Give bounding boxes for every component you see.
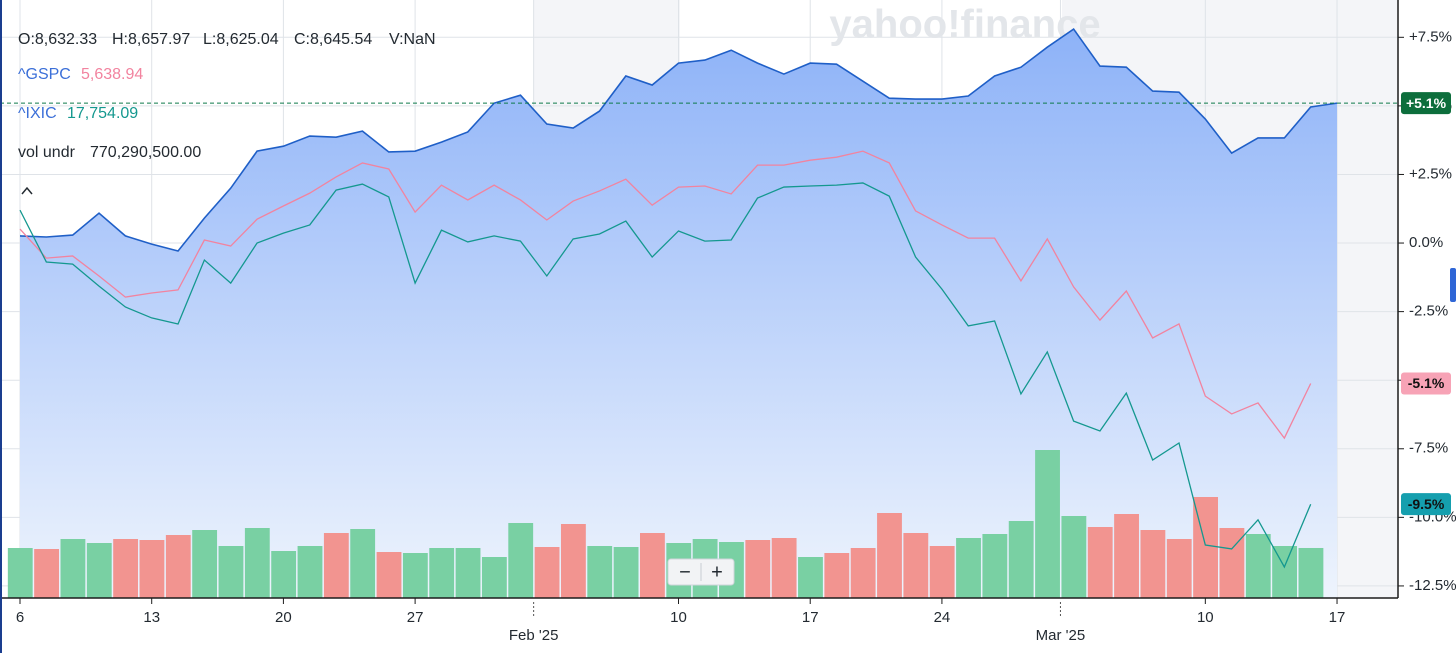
volume-bar: [613, 547, 639, 598]
volume-bar: [1140, 530, 1166, 598]
volume-bar: [271, 551, 297, 598]
legend-name[interactable]: vol undr: [18, 144, 76, 161]
y-tick-label: -12.5%: [1409, 577, 1456, 594]
series-line: [19, 27, 1338, 252]
last-value-tag: [1401, 493, 1451, 516]
volume-bar: [929, 546, 955, 598]
volume-bar: [982, 534, 1008, 598]
y-tick-label: 0.0%: [1409, 234, 1443, 251]
line-layer: [0, 27, 1398, 569]
volume-bar: [455, 548, 481, 598]
volume-bar: [745, 540, 771, 598]
x-tick-label: 6: [16, 609, 24, 626]
volume-bar: [903, 533, 929, 598]
legend-name[interactable]: ^GSPC: [18, 66, 71, 83]
volume-bar: [560, 524, 586, 598]
ohlc-close: C:8,645.54: [294, 31, 372, 48]
volume-bar: [956, 538, 981, 598]
volume-bar: [297, 546, 323, 598]
zoom-control: − +: [667, 558, 735, 586]
x-tick-label: 13: [143, 609, 160, 626]
series-line: [19, 150, 1312, 440]
zoom-in[interactable]: +: [711, 561, 723, 583]
volume-bar: [376, 552, 402, 598]
legend-value: 770,290,500.00: [90, 144, 201, 161]
volume-bar: [1087, 527, 1113, 598]
y-tick-label: -2.5%: [1409, 303, 1448, 320]
volume-bar: [60, 539, 86, 598]
volume-bar: [244, 528, 270, 598]
x-tick-label: 10: [1197, 609, 1214, 626]
x-tick-label: 20: [275, 609, 292, 626]
x-tick-label: 17: [802, 609, 819, 626]
last-value-label: +5.1%: [1406, 95, 1447, 111]
volume-bar: [1008, 521, 1034, 598]
volume-bar: [192, 530, 218, 598]
volume-bar: [113, 539, 139, 598]
volume-bar: [1166, 539, 1192, 598]
y-tick-label: -7.5%: [1409, 440, 1448, 457]
volume-bar: [1298, 547, 1324, 598]
volume-bar: [877, 513, 902, 598]
legend-value: 17,754.09: [67, 105, 138, 122]
volume-bar: [34, 549, 60, 598]
y-tick-label: +2.5%: [1409, 165, 1452, 182]
ohlc-high: H:8,657.97: [112, 31, 190, 48]
volume-bar: [139, 540, 165, 598]
volume-bar: [1272, 546, 1298, 598]
volume-bar: [402, 553, 428, 598]
ohlc-volume: V:NaN: [389, 31, 436, 48]
area: [20, 29, 1338, 598]
volume-bar: [587, 546, 613, 598]
volume-bar: [481, 557, 507, 598]
volume-bar: [798, 557, 823, 598]
volume-bar: [86, 543, 112, 598]
last-value-label: -5.1%: [1408, 375, 1445, 391]
last-value-label: -9.5%: [1408, 496, 1445, 512]
last-value-tags: +5.1% -5.1% -9.5%: [1401, 92, 1451, 516]
volume-bar: [1114, 514, 1139, 598]
volume-layer: [7, 450, 1324, 598]
volume-bar: [534, 547, 560, 598]
legend-name[interactable]: ^IXIC: [18, 105, 57, 122]
window-edge: [0, 0, 2, 653]
volume-bar: [824, 553, 850, 598]
volume-bar: [1061, 516, 1087, 598]
side-tab[interactable]: [1450, 268, 1456, 302]
volume-bar: [508, 523, 534, 598]
x-tick-label: 10: [670, 609, 687, 626]
volume-bar: [1035, 450, 1060, 598]
watermark: yahoo!finance: [829, 3, 1100, 47]
collapse-caret[interactable]: [21, 186, 33, 195]
volume-bar: [165, 535, 191, 598]
area-layer: [20, 29, 1338, 598]
volume-bar: [1245, 534, 1271, 598]
month-label: Feb '25: [509, 627, 559, 644]
legend: O:8,632.33 H:8,657.97 L:8,625.04 C:8,645…: [18, 31, 436, 195]
volume-bar: [850, 548, 876, 598]
series-line: [19, 182, 1312, 569]
volume-bar: [771, 538, 797, 598]
volume-bar: [429, 548, 455, 598]
volume-bar: [7, 548, 33, 598]
zoom-out[interactable]: −: [679, 561, 691, 583]
x-tick-label: 17: [1329, 609, 1346, 626]
ohlc-low: L:8,625.04: [203, 31, 279, 48]
volume-bar: [323, 533, 349, 598]
month-label: Mar '25: [1036, 627, 1086, 644]
ohlc-open: O:8,632.33: [18, 31, 97, 48]
volume-bar: [350, 529, 376, 598]
volume-bar: [640, 533, 665, 598]
volume-bar: [218, 546, 244, 598]
legend-value: 5,638.94: [81, 66, 143, 83]
last-value-tag: [1401, 92, 1451, 115]
y-tick-label: +7.5%: [1409, 28, 1452, 45]
x-tick-label: 24: [934, 609, 951, 626]
x-tick-label: 27: [407, 609, 424, 626]
last-value-tag: [1401, 372, 1451, 395]
